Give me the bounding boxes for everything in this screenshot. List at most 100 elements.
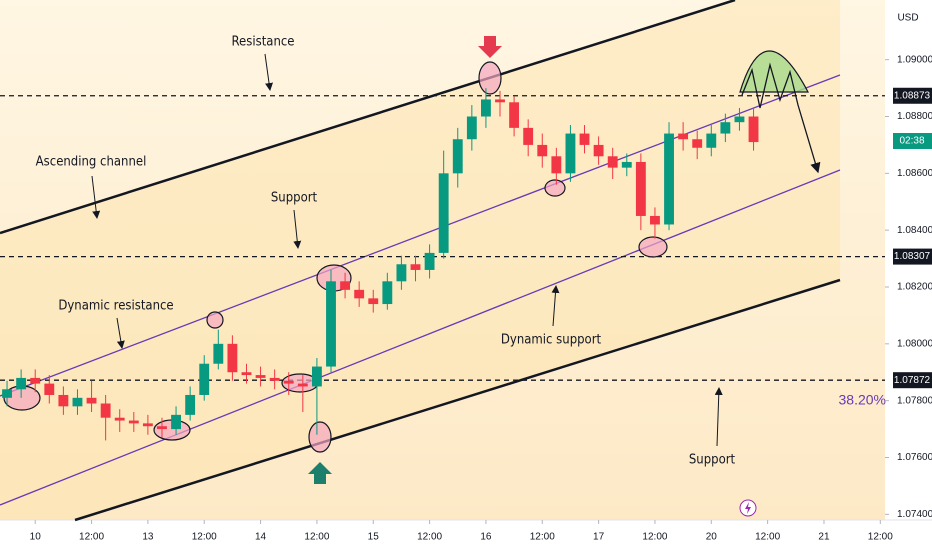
candle-body [311,366,322,387]
candle-body [706,133,717,148]
currency-label: USD [897,13,918,24]
x-tick-label: 12:00 [192,532,217,543]
y-tick-label: 1.07800 [897,395,932,406]
candle-body [2,389,12,398]
forecast-arrow [797,104,821,174]
annotation: Support [689,453,736,468]
candle-body [142,423,153,427]
event-bolt [745,502,751,514]
y-tick-label: 1.07400 [897,509,932,520]
candle-body [720,122,731,134]
x-tick-label: 16 [480,532,492,543]
forecast-dome [739,50,809,93]
candle-body [537,144,548,157]
candle-body [480,99,491,117]
candle-body [354,289,365,299]
candle-body [58,394,69,407]
candle-body [664,133,674,225]
candle-body [114,417,125,421]
candle-body [438,173,449,253]
annotation: Dynamic resistance [58,299,173,314]
dynamic-support-line [0,169,841,506]
candle-body [16,377,27,390]
candle-body [466,116,477,140]
fib-label: 38.20% [839,392,886,408]
candle-body [509,102,520,128]
y-tick-label: 1.08800 [897,111,932,122]
level-box [893,372,932,389]
candle-body [72,397,83,407]
candle-body [100,403,111,418]
x-tick-label: 14 [255,532,267,543]
down-arrow-icon [478,36,502,58]
x-tick-label: 12:00 [642,532,667,543]
channel-bottom [74,278,841,522]
touch-markers [3,61,668,453]
y-tick-label: 1.08200 [897,282,932,293]
candle-body [297,383,308,387]
x-tick-label: 12:00 [755,532,780,543]
candle-body [255,375,266,378]
y-tick-label: 1.08400 [897,225,932,236]
y-tick-label: 1.07600 [897,452,932,463]
candle-body [44,383,55,395]
candle-body [368,298,379,305]
candle-body [227,343,238,373]
candle-body [269,377,280,381]
candle-body [410,264,421,270]
x-tick-label: 15 [368,532,380,543]
candle-body [340,281,351,290]
candle-body [213,343,224,364]
candle-body [495,99,505,103]
channel-top [0,0,736,235]
dynamic-resistance-line [0,74,841,397]
candle-body [30,377,41,384]
candle-body [523,127,534,145]
candle-body [692,139,703,148]
x-tick-label: 12:00 [304,532,329,543]
candle-body [565,133,576,174]
y-tick-label: 1.08000 [897,338,932,349]
annotation: Resistance [232,35,295,50]
y-tick-label: 1.09000 [897,54,932,65]
candle-body [424,252,435,270]
annotation: Dynamic support [501,333,602,348]
candle-body [199,363,210,395]
price-axis [885,0,932,550]
countdown-box [893,133,932,149]
candle-body [157,426,167,430]
candle-body [748,116,759,143]
candle-body [579,133,590,145]
x-tick-label: 17 [593,532,605,543]
x-tick-label: 12:00 [868,532,893,543]
up-arrow-icon [308,462,332,484]
candle-body [650,215,660,225]
candle-body [86,397,97,404]
annotation: Support [271,191,318,206]
candle-body [185,394,196,415]
candle-body [283,380,294,384]
candle-body [607,156,618,168]
x-tick-label: 12:00 [417,532,442,543]
candle-body [326,281,336,367]
forecast-zigzag [741,62,799,109]
x-tick-label: 20 [706,532,718,543]
x-tick-label: 12:00 [530,532,555,543]
x-tick-label: 10 [30,532,42,543]
candle-body [396,264,407,282]
annotation: Ascending channel [36,155,147,170]
candle-body [551,156,562,174]
x-tick-label: 21 [818,532,830,543]
candle-body [635,161,646,216]
candle-body [593,144,604,157]
level-label: 1.07872 [894,375,931,386]
x-tick-label: 13 [142,532,154,543]
annotation-pointers [91,53,723,447]
candle-body [678,133,689,140]
channel-fill [0,0,840,520]
candle-body [452,139,463,174]
level-box [893,87,932,104]
level-box [893,248,932,265]
x-tick-label: 12:00 [79,532,104,543]
